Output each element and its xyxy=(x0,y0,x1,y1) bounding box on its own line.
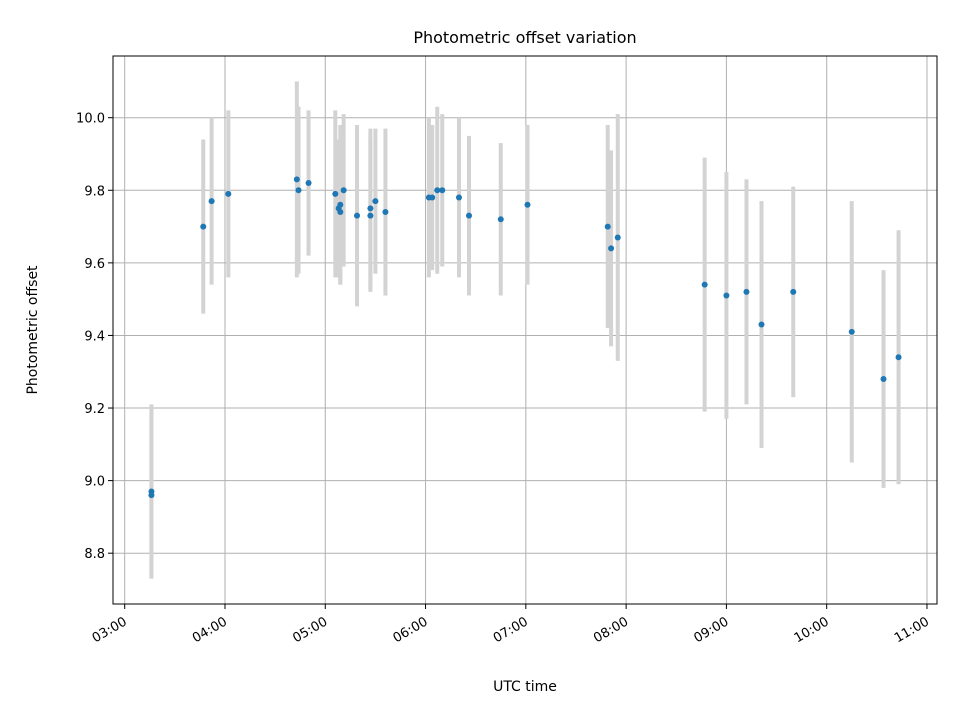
data-point xyxy=(434,187,441,194)
y-tick-label: 9.8 xyxy=(84,184,105,199)
y-tick-label: 9.4 xyxy=(84,329,105,344)
data-point xyxy=(614,234,621,241)
data-point xyxy=(305,180,312,187)
data-point xyxy=(790,288,797,295)
data-point xyxy=(337,209,344,216)
data-points xyxy=(148,176,902,499)
data-point xyxy=(848,328,855,335)
data-point xyxy=(340,187,347,194)
y-tick-label: 10.0 xyxy=(76,112,105,127)
data-point xyxy=(148,492,155,499)
data-point xyxy=(382,209,389,216)
grid xyxy=(113,56,937,604)
data-point xyxy=(367,205,374,212)
chart-title: Photometric offset variation xyxy=(413,28,636,47)
data-point xyxy=(295,187,302,194)
data-point xyxy=(354,212,361,219)
y-tick-label: 8.8 xyxy=(84,547,105,562)
data-point xyxy=(455,194,462,201)
data-point xyxy=(466,212,473,219)
data-point xyxy=(439,187,446,194)
y-axis: 8.8 9.0 9.2 9.4 9.6 9.8 10.0 xyxy=(76,112,113,562)
data-point xyxy=(293,176,300,183)
data-point xyxy=(524,201,531,208)
data-point xyxy=(200,223,207,230)
data-point xyxy=(895,354,902,361)
data-point xyxy=(604,223,611,230)
data-point xyxy=(332,190,339,197)
data-point xyxy=(497,216,504,223)
plot-area xyxy=(113,56,937,604)
plot-frame xyxy=(112,55,938,605)
data-point xyxy=(743,288,750,295)
data-point xyxy=(337,201,344,208)
y-tick-label: 9.6 xyxy=(84,257,105,272)
data-point xyxy=(208,198,215,205)
data-point xyxy=(429,194,436,201)
data-point xyxy=(367,212,374,219)
x-axis-label: UTC time xyxy=(493,679,557,695)
y-tick-label: 9.0 xyxy=(84,475,105,490)
data-point xyxy=(225,190,232,197)
data-point xyxy=(758,321,765,328)
data-point xyxy=(608,245,615,252)
y-axis-label: Photometric offset xyxy=(25,265,41,395)
data-point xyxy=(701,281,708,288)
data-point xyxy=(723,292,730,299)
data-point xyxy=(372,198,379,205)
y-tick-label: 9.2 xyxy=(84,402,105,417)
data-point xyxy=(880,375,887,382)
